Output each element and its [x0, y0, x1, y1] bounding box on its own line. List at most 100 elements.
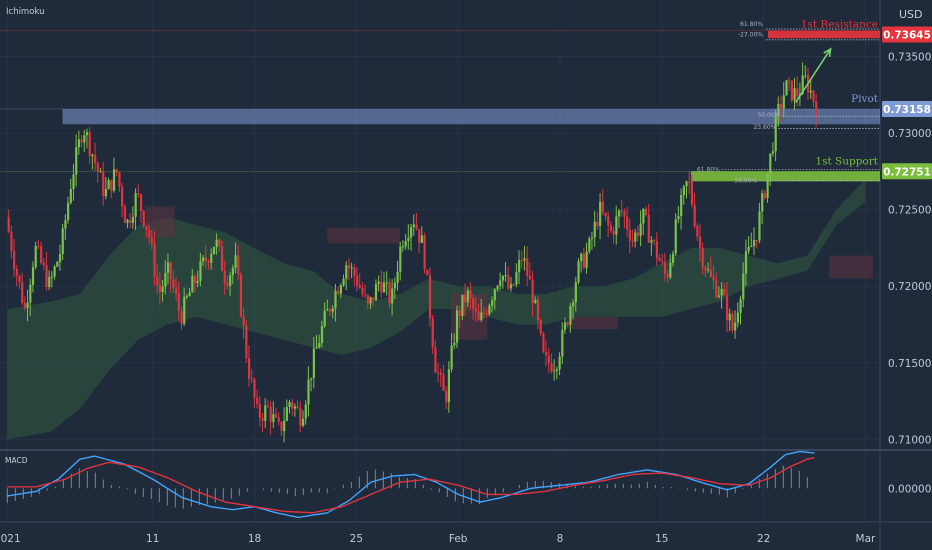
candle[interactable] — [715, 272, 718, 299]
candle[interactable] — [455, 305, 459, 349]
candle[interactable] — [196, 270, 199, 288]
candle[interactable] — [207, 258, 210, 270]
candle[interactable] — [704, 265, 707, 277]
candle[interactable] — [623, 208, 626, 229]
candle[interactable] — [37, 239, 40, 250]
candle[interactable] — [674, 213, 677, 256]
candle[interactable] — [650, 235, 653, 256]
candle[interactable] — [793, 77, 796, 110]
candle[interactable] — [266, 400, 270, 408]
candle[interactable] — [788, 76, 791, 91]
candle[interactable] — [134, 188, 137, 230]
candle[interactable] — [288, 399, 291, 414]
candle[interactable] — [118, 171, 121, 192]
candle[interactable] — [639, 210, 642, 247]
candle[interactable] — [31, 261, 35, 293]
candle[interactable] — [204, 245, 207, 269]
candle[interactable] — [504, 261, 507, 282]
candle[interactable] — [385, 271, 388, 296]
candle[interactable] — [245, 320, 248, 363]
candle[interactable] — [688, 171, 691, 195]
candle[interactable] — [315, 334, 318, 349]
candle[interactable] — [218, 238, 221, 252]
candle[interactable] — [418, 229, 421, 254]
candle[interactable] — [356, 267, 359, 292]
candle[interactable] — [758, 202, 761, 244]
candle[interactable] — [137, 184, 140, 199]
candle[interactable] — [40, 241, 43, 265]
candle[interactable] — [755, 239, 758, 249]
candle[interactable] — [671, 250, 675, 267]
candle[interactable] — [607, 211, 610, 238]
candle[interactable] — [698, 224, 702, 262]
candle[interactable] — [426, 269, 429, 276]
candle[interactable] — [215, 233, 218, 255]
candle[interactable] — [528, 262, 532, 280]
candle[interactable] — [593, 210, 596, 247]
candle[interactable] — [328, 307, 332, 317]
candle[interactable] — [148, 224, 151, 245]
candle[interactable] — [45, 252, 48, 291]
candle[interactable] — [237, 244, 240, 281]
candle[interactable] — [485, 308, 488, 318]
candle[interactable] — [461, 294, 464, 321]
candle[interactable] — [229, 271, 232, 297]
candle[interactable] — [693, 192, 696, 230]
candle[interactable] — [156, 264, 159, 295]
candle[interactable] — [680, 188, 683, 230]
candle[interactable] — [96, 161, 99, 183]
candle[interactable] — [345, 261, 348, 291]
candle[interactable] — [634, 228, 637, 248]
candle[interactable] — [501, 274, 505, 289]
candle[interactable] — [10, 225, 13, 259]
candle[interactable] — [590, 231, 594, 250]
candle[interactable] — [410, 223, 413, 251]
candle[interactable] — [347, 258, 351, 281]
candle[interactable] — [631, 229, 634, 248]
candle[interactable] — [331, 304, 334, 319]
candle[interactable] — [369, 296, 372, 309]
candle[interactable] — [212, 246, 216, 255]
candle[interactable] — [107, 177, 110, 190]
candle[interactable] — [628, 218, 631, 254]
candle[interactable] — [712, 265, 715, 289]
candle[interactable] — [725, 282, 729, 333]
candle[interactable] — [709, 256, 712, 278]
candle[interactable] — [407, 224, 410, 250]
candle[interactable] — [372, 297, 375, 307]
candle[interactable] — [388, 278, 391, 309]
candle[interactable] — [731, 310, 734, 334]
candle[interactable] — [599, 193, 602, 240]
candle[interactable] — [558, 352, 561, 376]
candle[interactable] — [550, 353, 553, 374]
candle[interactable] — [477, 303, 480, 321]
candle[interactable] — [815, 93, 818, 128]
candle[interactable] — [536, 296, 540, 330]
candle[interactable] — [431, 314, 434, 354]
candle[interactable] — [612, 226, 615, 244]
candle[interactable] — [580, 252, 583, 273]
candle[interactable] — [636, 225, 640, 242]
candle[interactable] — [199, 252, 202, 287]
candle[interactable] — [666, 270, 669, 283]
candle[interactable] — [466, 287, 469, 308]
candle[interactable] — [274, 408, 278, 419]
candle[interactable] — [112, 157, 116, 193]
candle[interactable] — [620, 199, 623, 217]
candle[interactable] — [482, 306, 486, 319]
candle[interactable] — [94, 142, 97, 172]
candle[interactable] — [750, 232, 753, 248]
candle[interactable] — [272, 401, 275, 429]
candle[interactable] — [669, 254, 672, 280]
candle[interactable] — [285, 399, 288, 422]
candle[interactable] — [312, 336, 315, 389]
candle[interactable] — [464, 283, 467, 316]
candle[interactable] — [393, 277, 397, 300]
candle[interactable] — [763, 190, 766, 201]
candle[interactable] — [296, 399, 299, 410]
candle[interactable] — [42, 257, 45, 270]
candle[interactable] — [412, 214, 415, 236]
candle[interactable] — [104, 176, 108, 200]
candle[interactable] — [366, 293, 370, 310]
